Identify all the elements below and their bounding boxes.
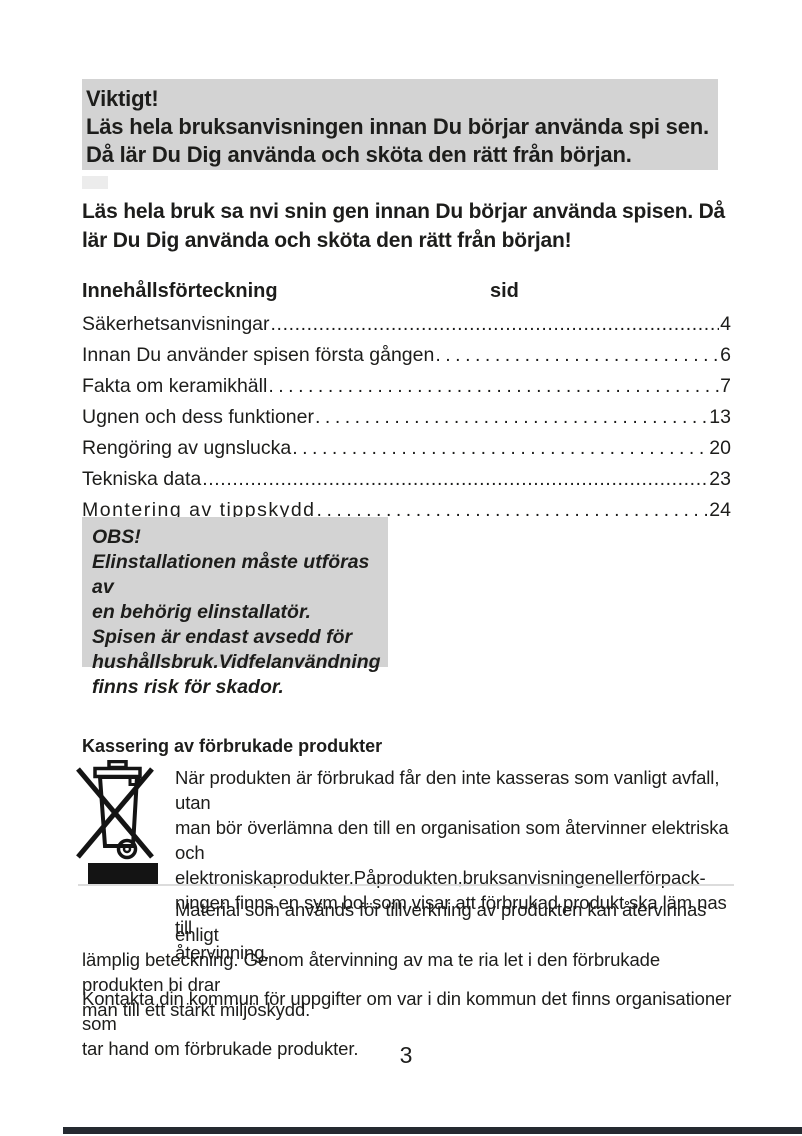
weee-crossed-out-wheelie-bin-icon (76, 759, 156, 864)
toc-entry-page: 23 (709, 468, 731, 490)
obs-title: OBS! (92, 526, 141, 548)
important-notice-title: Viktigt! (86, 86, 159, 111)
disposal-p2-line3: man till ett stärkt miljöskydd. (82, 999, 311, 1020)
disposal-paragraph-3: Kontakta din kommun för uppgifter om var… (82, 986, 734, 1061)
disposal-p1-line4: ningen finns en sym bol som visar att fö… (175, 892, 727, 938)
toc-header: Innehållsförteckning sid (82, 280, 730, 303)
toc-entry-page: 20 (709, 437, 731, 459)
obs-line1: Elinstallationen måste utföras av (92, 551, 370, 598)
disposal-paragraph-1: När produkten är förbrukad får den inte … (175, 765, 733, 965)
intro-paragraph-line1: Läs hela bruk sa nvi snin gen innan Du b… (82, 200, 726, 223)
toc-dot-leader (268, 375, 719, 398)
obs-line4: hushållsbruk.Vidfelanvändning (92, 651, 381, 673)
scan-artifact (82, 176, 108, 189)
important-notice-line1: Läs hela bruksanvisningen innan Du börja… (86, 114, 709, 139)
disposal-p1-line1: När produkten är förbrukad får den inte … (175, 767, 720, 813)
toc-entry-sakerhetsanvisningar: Säkerhetsanvisningar 4 (82, 313, 731, 344)
toc-dot-leader (292, 437, 708, 460)
disposal-section-heading: Kassering av förbrukade produkter (82, 736, 383, 756)
disposal-p1-line2: man bör överlämna den till en organisati… (175, 817, 729, 863)
toc-dot-leader (202, 468, 708, 491)
disposal-p2-line1: Material som används för tillverkning av… (175, 899, 707, 945)
intro-paragraph-line2: lär Du Dig använda och sköta den rätt fr… (82, 229, 572, 252)
toc-entry-tekniska-data: Tekniska data 23 (82, 468, 731, 499)
section-divider-line (78, 884, 734, 886)
toc-entry-page: 24 (709, 499, 731, 521)
toc-entry-label: Montering av tippskydd (82, 499, 316, 521)
toc-entry-page: 4 (720, 313, 731, 335)
footer-bar (63, 1127, 802, 1134)
toc-entry-innan-du-anvander: Innan Du använder spisen första gången 6 (82, 344, 731, 375)
important-notice-line2: Då lär Du Dig använda och sköta den rätt… (86, 142, 632, 167)
toc-entry-label: Fakta om keramikhäll (82, 375, 268, 397)
disposal-p1-line5: återvinning. (175, 942, 270, 963)
toc-entry-label: Ugnen och dess funktioner (82, 406, 314, 428)
disposal-p2-line2: lämplig beteckning. Genom återvinning av… (82, 949, 661, 995)
toc-entry-montering-av-tippskydd: Montering av tippskydd 24 (82, 499, 731, 530)
toc-entry-page: 7 (720, 375, 731, 397)
toc-entry-page: 6 (720, 344, 731, 366)
toc-page-column-label: sid (490, 280, 519, 302)
disposal-p3-line1: Kontakta din kommun för uppgifter om var… (82, 988, 732, 1034)
toc-entry-label: Säkerhetsanvisningar (82, 313, 270, 335)
obs-line2: en behörig elinstallatör. (92, 601, 311, 623)
page-number: 3 (399, 1042, 413, 1068)
weee-black-bar (88, 863, 158, 884)
disposal-p3-line2: tar hand om förbrukade produkter. (82, 1038, 359, 1059)
toc-entry-fakta-om-keramikhall: Fakta om keramikhäll 7 (82, 375, 731, 406)
toc-entry-label: Tekniska data (82, 468, 202, 490)
toc-dot-leader (271, 313, 720, 336)
toc-dot-leader (435, 344, 719, 367)
toc-dot-leader (315, 406, 708, 429)
toc-entry-rengoring-av-ugnslucka: Rengöring av ugnslucka 20 (82, 437, 731, 468)
intro-paragraph: Läs hela bruk sa nvi snin gen innan Du b… (82, 197, 734, 255)
toc-entry-label: Rengöring av ugnslucka (82, 437, 292, 459)
toc-entry-ugnen-och-dess-funktioner: Ugnen och dess funktioner 13 (82, 406, 731, 437)
toc-entry-page: 13 (709, 406, 731, 428)
toc-entry-label: Innan Du använder spisen första gången (82, 344, 435, 366)
toc-list: Säkerhetsanvisningar 4 Innan Du använder… (82, 313, 731, 530)
obs-line3: Spisen är endast avsedd för (92, 626, 353, 648)
important-notice-box: Viktigt! Läs hela bruksanvisningen innan… (82, 79, 718, 170)
obs-line5: finns risk för skador. (92, 676, 284, 698)
obs-warning-box: OBS! Elinstallationen måste utföras av e… (82, 517, 388, 698)
disposal-p1-line3: elektroniskaprodukter.Påprodukten,bruksa… (175, 867, 706, 888)
disposal-paragraph-2: Material som används för tillverkning av… (82, 897, 734, 1022)
toc-title: Innehållsförteckning (82, 280, 278, 302)
